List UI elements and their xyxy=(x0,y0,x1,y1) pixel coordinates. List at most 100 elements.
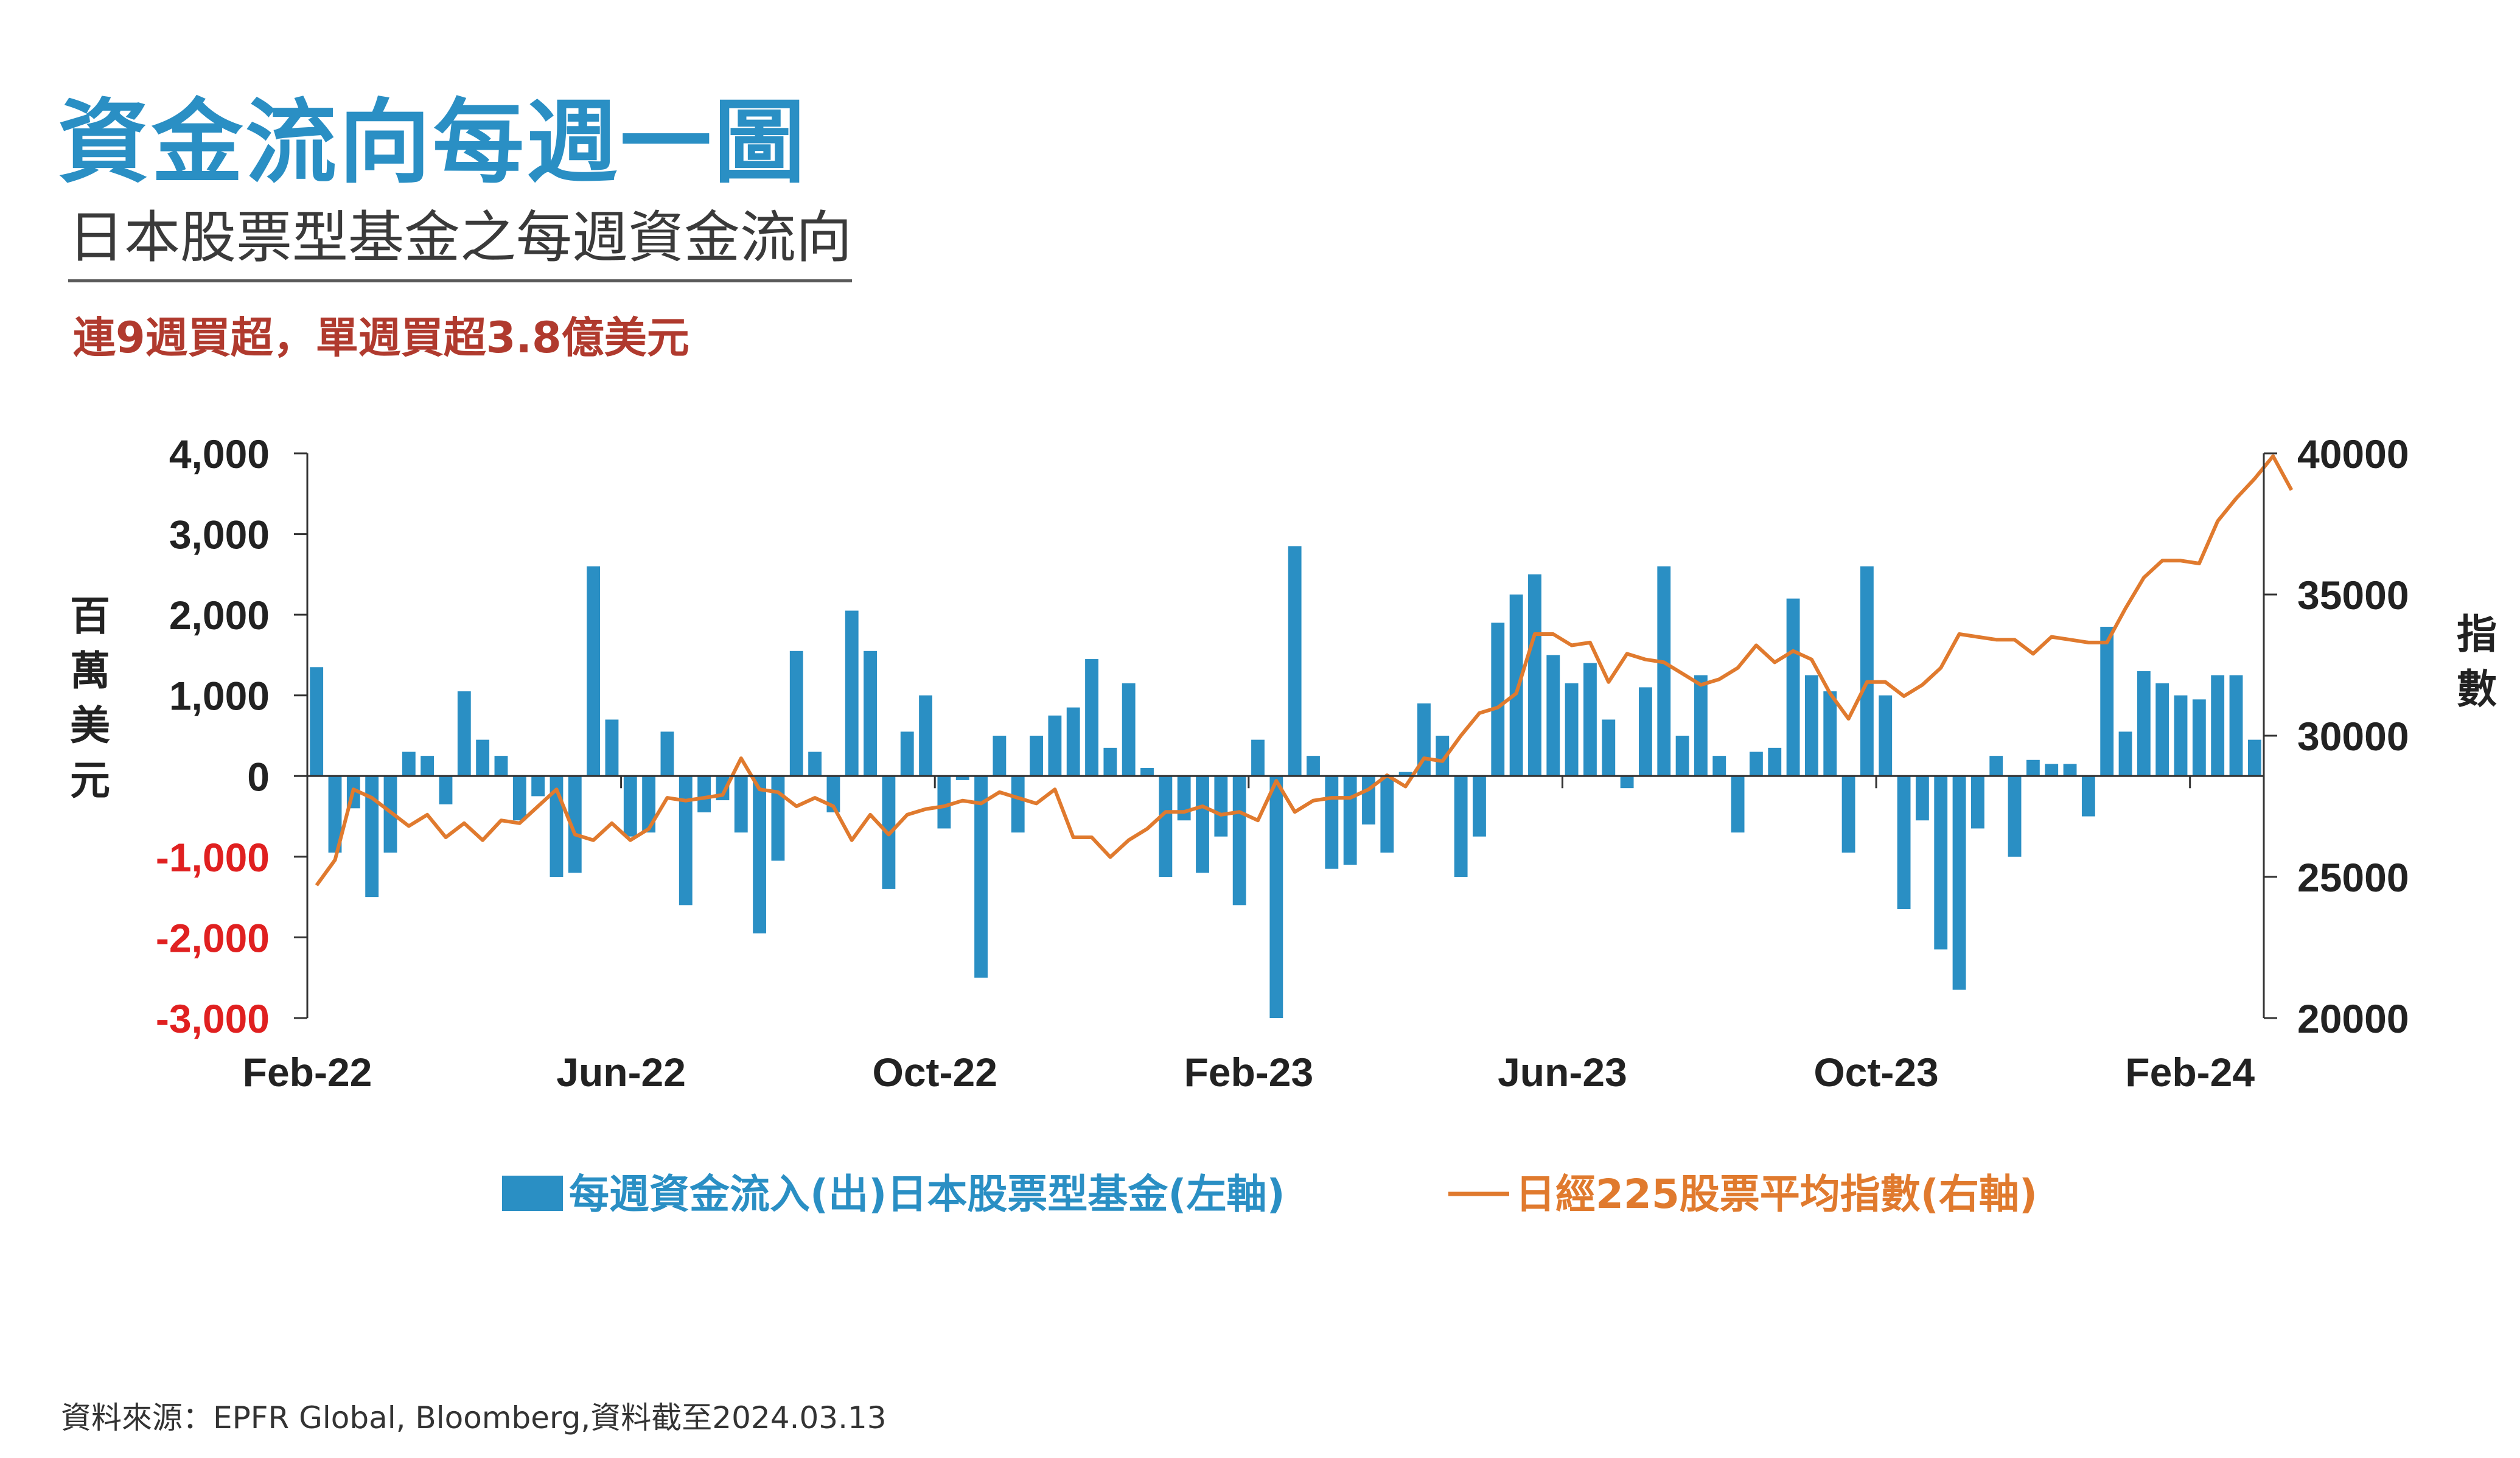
x-tick-label: Feb-23 xyxy=(1184,1050,1313,1095)
flow-bar xyxy=(1307,756,1320,776)
right-axis-label: 數 xyxy=(2457,666,2497,713)
flow-bar xyxy=(679,776,693,905)
flow-bar xyxy=(1804,675,1818,776)
flow-bar xyxy=(365,776,379,898)
left-tick-label: 0 xyxy=(247,754,270,799)
flow-bar xyxy=(1196,776,1209,873)
flow-bar xyxy=(1786,598,1800,776)
flow-bar xyxy=(1970,776,1984,829)
nikkei-line xyxy=(315,454,2294,887)
left-tick-label: 1,000 xyxy=(169,674,270,719)
legend-bar-label: 每週資金流入(出)日本股票型基金(左軸) xyxy=(569,1171,1285,1218)
flow-bar xyxy=(439,776,453,804)
left-tick-label: 2,000 xyxy=(169,593,270,638)
flow-bar xyxy=(531,776,545,797)
x-tick-label: Oct-22 xyxy=(873,1050,997,1095)
left-tick-label: -2,000 xyxy=(156,915,270,960)
flow-bar xyxy=(1750,752,1763,776)
flow-bar xyxy=(919,695,932,776)
flow-bar xyxy=(1454,776,1468,877)
axes-layer: 4,000 3,000 2,000 1,000 0 -1,000 -2,000 -3,000 4… xyxy=(70,431,2497,1095)
flow-bar xyxy=(1675,736,1689,776)
x-tick-label: Oct-23 xyxy=(1813,1050,1938,1095)
flow-bar xyxy=(476,739,490,776)
flow-bar xyxy=(1528,574,1541,776)
flow-bar xyxy=(734,776,748,833)
legend: 每週資金流入(出)日本股票型基金(左軸) 日經225股票平均指數(右軸) xyxy=(502,1171,2037,1218)
right-tick-label: 25000 xyxy=(2297,855,2409,900)
flow-bar xyxy=(789,651,803,776)
flow-bar xyxy=(1694,675,1708,776)
left-tick-label: -3,000 xyxy=(156,996,270,1041)
flow-bar xyxy=(587,566,601,776)
right-tick-label: 40000 xyxy=(2297,431,2409,476)
flow-bar xyxy=(1325,776,1339,869)
flow-bar xyxy=(808,752,822,776)
flow-bar xyxy=(1546,655,1560,776)
flow-bar xyxy=(2118,731,2132,776)
flow-bar xyxy=(1251,739,1265,776)
flow-bar xyxy=(771,776,785,861)
flow-bar xyxy=(1952,776,1966,990)
flow-bar xyxy=(845,610,859,776)
flow-bar xyxy=(1140,768,1154,776)
right-tick-label: 30000 xyxy=(2297,714,2409,759)
left-axis-label: 萬 xyxy=(70,647,110,694)
flow-bar xyxy=(402,752,416,776)
flow-bar xyxy=(2026,759,2040,776)
right-tick-label: 35000 xyxy=(2297,573,2409,618)
flow-bar xyxy=(1159,776,1173,877)
flow-bar xyxy=(457,691,471,776)
flow-bar xyxy=(383,776,397,853)
flow-bar xyxy=(864,651,877,776)
flow-bar xyxy=(1602,719,1616,776)
flow-bar xyxy=(494,756,508,776)
flow-bar xyxy=(1731,776,1745,833)
flow-bar xyxy=(1583,663,1597,776)
flow-bar xyxy=(1473,776,1486,837)
left-tick-label: 4,000 xyxy=(169,431,270,476)
flow-bar xyxy=(1048,715,1062,776)
flow-bar xyxy=(660,731,674,776)
flow-bar xyxy=(993,736,1007,776)
flow-bar xyxy=(1103,747,1117,776)
flow-bar xyxy=(1934,776,1948,950)
flow-bar xyxy=(974,776,988,978)
flow-bar xyxy=(2045,764,2059,776)
flow-bar xyxy=(1657,566,1671,776)
flow-bar xyxy=(1085,659,1098,776)
flow-bar xyxy=(1269,776,1283,1018)
flow-bar xyxy=(1509,595,1523,776)
flow-bar xyxy=(328,776,342,853)
flow-bar xyxy=(568,776,582,873)
page-subtitle: 日本股票型基金之每週資金流向 xyxy=(68,210,853,282)
flow-bar xyxy=(1768,747,1782,776)
flow-bar xyxy=(1288,546,1302,776)
flow-bar xyxy=(937,776,951,829)
line-layer xyxy=(315,454,2294,887)
flow-bar xyxy=(1011,776,1025,833)
flow-bar xyxy=(2081,776,2095,817)
flow-bar xyxy=(2192,699,2206,776)
flow-bar xyxy=(1214,776,1228,837)
flow-bar xyxy=(605,719,619,776)
flow-bar xyxy=(955,776,969,780)
flow-bar xyxy=(2174,695,2188,776)
flow-bar xyxy=(310,667,324,776)
flow-bar xyxy=(2211,675,2225,776)
x-tick-label: Feb-22 xyxy=(243,1050,372,1095)
flow-bar xyxy=(1343,776,1357,865)
flow-bar xyxy=(1066,707,1080,776)
flow-bar xyxy=(1620,776,1634,789)
flow-bar xyxy=(1712,756,1726,776)
flow-bar xyxy=(2100,627,2114,776)
flow-bar xyxy=(2008,776,2022,857)
flow-bar xyxy=(1232,776,1246,905)
left-axis-label: 百 xyxy=(70,593,110,640)
flow-bar xyxy=(2063,764,2077,776)
flow-bar xyxy=(1841,776,1855,853)
flow-bar xyxy=(1398,772,1412,776)
flow-bar xyxy=(1565,683,1579,776)
left-axis-label: 元 xyxy=(70,757,110,804)
